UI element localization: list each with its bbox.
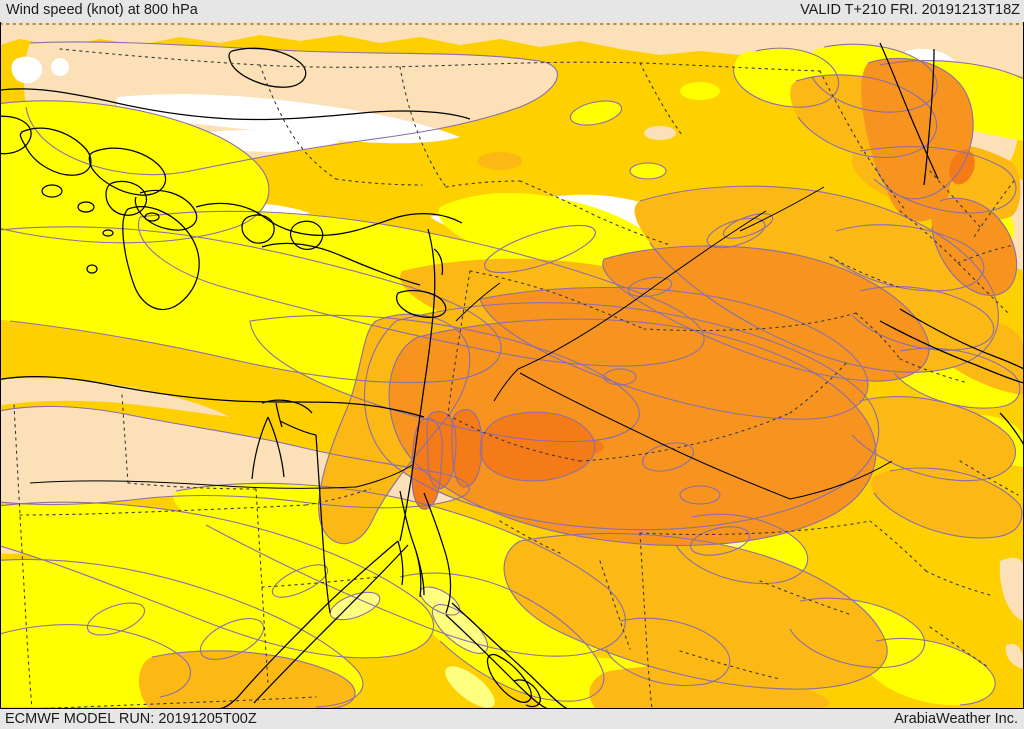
page-title: Wind speed (knot) at 800 hPa [6, 2, 198, 18]
weather-map-canvas[interactable] [0, 21, 1024, 709]
political-borders-solid [29, 186, 893, 500]
footer-bar: ECMWF MODEL RUN: 20191205T00Z ArabiaWeat… [0, 709, 1024, 729]
brand-label: ArabiaWeather Inc. [894, 711, 1018, 727]
wind-speed-contour-plot [0, 21, 1024, 709]
coastlines [0, 42, 1024, 709]
valid-time-label: VALID T+210 FRI. 20191213T18Z [800, 2, 1020, 18]
header-bar: Wind speed (knot) at 800 hPa VALID T+210… [0, 0, 1024, 22]
model-run-label: ECMWF MODEL RUN: 20191205T00Z [5, 711, 257, 727]
contour-lines [0, 41, 1024, 709]
political-borders-dotted [0, 23, 1024, 709]
